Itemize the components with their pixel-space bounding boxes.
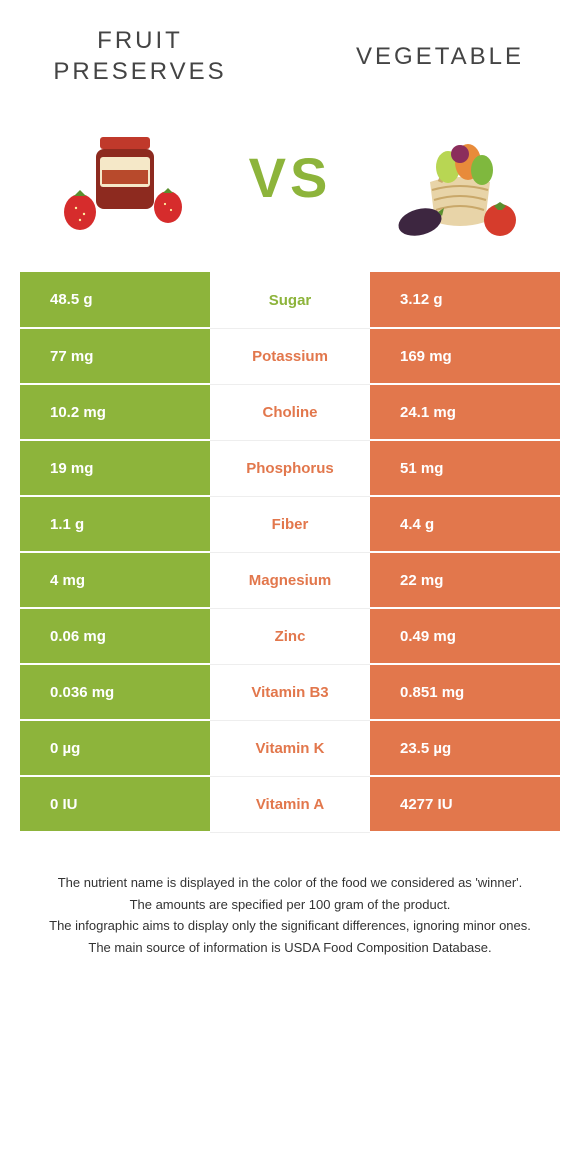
nutrient-label: Zinc	[210, 608, 370, 664]
nutrient-label: Choline	[210, 384, 370, 440]
table-row: 0 µgVitamin K23.5 µg	[20, 720, 560, 776]
nutrient-label: Fiber	[210, 496, 370, 552]
header: FRUIT PRESERVES VEGETABLE	[0, 0, 580, 92]
left-value: 10.2 mg	[20, 384, 210, 440]
right-value: 0.49 mg	[370, 608, 560, 664]
table-row: 0.06 mgZinc0.49 mg	[20, 608, 560, 664]
nutrient-label: Potassium	[210, 328, 370, 384]
footer-line-4: The main source of information is USDA F…	[40, 938, 540, 958]
left-value: 0.06 mg	[20, 608, 210, 664]
left-value: 0.036 mg	[20, 664, 210, 720]
vs-label: VS	[249, 145, 332, 210]
right-value: 0.851 mg	[370, 664, 560, 720]
left-value: 77 mg	[20, 328, 210, 384]
right-value: 169 mg	[370, 328, 560, 384]
right-value: 23.5 µg	[370, 720, 560, 776]
table-row: 0.036 mgVitamin B30.851 mg	[20, 664, 560, 720]
nutrient-label: Vitamin K	[210, 720, 370, 776]
footer-line-3: The infographic aims to display only the…	[40, 916, 540, 936]
nutrient-label: Magnesium	[210, 552, 370, 608]
left-value: 4 mg	[20, 552, 210, 608]
right-value: 24.1 mg	[370, 384, 560, 440]
nutrient-label: Phosphorus	[210, 440, 370, 496]
nutrient-label: Vitamin B3	[210, 664, 370, 720]
table-row: 1.1 gFiber4.4 g	[20, 496, 560, 552]
left-value: 19 mg	[20, 440, 210, 496]
right-value: 4.4 g	[370, 496, 560, 552]
right-value: 3.12 g	[370, 272, 560, 328]
left-value: 1.1 g	[20, 496, 210, 552]
table-row: 4 mgMagnesium22 mg	[20, 552, 560, 608]
right-food-title: VEGETABLE	[340, 41, 540, 72]
left-value: 0 IU	[20, 776, 210, 832]
images-row: VS	[0, 92, 580, 262]
footer-line-1: The nutrient name is displayed in the co…	[40, 873, 540, 893]
fruit-preserves-icon	[50, 112, 190, 242]
nutrient-label: Sugar	[210, 272, 370, 328]
nutrient-label: Vitamin A	[210, 776, 370, 832]
left-food-title: FRUIT PRESERVES	[40, 25, 240, 87]
left-value: 48.5 g	[20, 272, 210, 328]
right-value: 51 mg	[370, 440, 560, 496]
table-row: 10.2 mgCholine24.1 mg	[20, 384, 560, 440]
footer-text: The nutrient name is displayed in the co…	[40, 873, 540, 957]
table-row: 77 mgPotassium169 mg	[20, 328, 560, 384]
table-row: 19 mgPhosphorus51 mg	[20, 440, 560, 496]
table-row: 0 IUVitamin A4277 IU	[20, 776, 560, 832]
table-row: 48.5 gSugar3.12 g	[20, 272, 560, 328]
vegetable-icon	[390, 112, 530, 242]
comparison-table: 48.5 gSugar3.12 g77 mgPotassium169 mg10.…	[20, 272, 560, 833]
left-value: 0 µg	[20, 720, 210, 776]
footer-line-2: The amounts are specified per 100 gram o…	[40, 895, 540, 915]
right-value: 22 mg	[370, 552, 560, 608]
right-value: 4277 IU	[370, 776, 560, 832]
comparison-table-body: 48.5 gSugar3.12 g77 mgPotassium169 mg10.…	[20, 272, 560, 832]
